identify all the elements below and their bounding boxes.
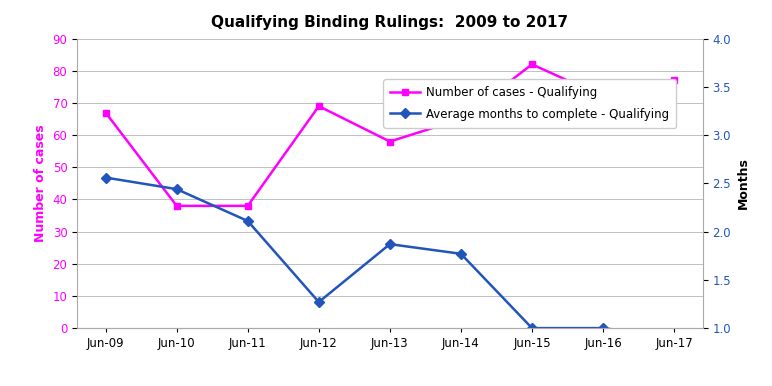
- Y-axis label: Months: Months: [736, 157, 750, 209]
- Legend: Number of cases - Qualifying, Average months to complete - Qualifying: Number of cases - Qualifying, Average mo…: [383, 79, 676, 128]
- Number of cases - Qualifying: [101, 110, 110, 115]
- Number of cases - Qualifying: [598, 94, 608, 99]
- Number of cases - Qualifying: [172, 203, 181, 208]
- Number of cases - Qualifying: [243, 203, 252, 208]
- Line: Number of cases - Qualifying: Number of cases - Qualifying: [102, 61, 678, 209]
- Title: Qualifying Binding Rulings:  2009 to 2017: Qualifying Binding Rulings: 2009 to 2017: [212, 15, 568, 30]
- Average months to complete - Qualifying: [456, 252, 466, 256]
- Number of cases - Qualifying: [456, 117, 466, 121]
- Number of cases - Qualifying: [314, 104, 323, 108]
- Average months to complete - Qualifying: [172, 187, 181, 191]
- Average months to complete - Qualifying: [243, 218, 252, 223]
- Average months to complete - Qualifying: [385, 242, 394, 246]
- Number of cases - Qualifying: [527, 62, 537, 67]
- Number of cases - Qualifying: [385, 139, 394, 144]
- Y-axis label: Number of cases: Number of cases: [34, 125, 47, 242]
- Average months to complete - Qualifying: [314, 300, 323, 304]
- Line: Average months to complete - Qualifying: Average months to complete - Qualifying: [102, 174, 678, 341]
- Average months to complete - Qualifying: [598, 326, 608, 330]
- Average months to complete - Qualifying: [669, 335, 679, 340]
- Number of cases - Qualifying: [669, 78, 679, 83]
- Average months to complete - Qualifying: [101, 175, 110, 180]
- Average months to complete - Qualifying: [527, 326, 537, 330]
